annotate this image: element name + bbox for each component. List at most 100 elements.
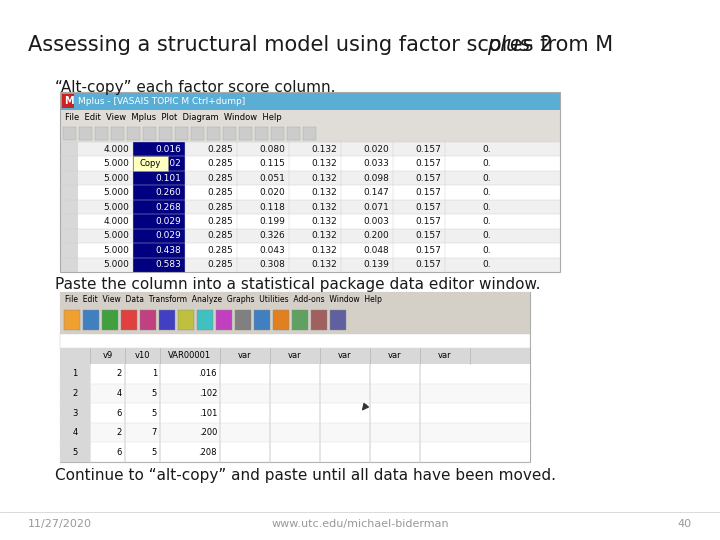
Text: 5: 5 bbox=[73, 448, 78, 457]
Text: 1: 1 bbox=[73, 369, 78, 379]
Bar bbox=[78, 214, 560, 228]
Bar bbox=[60, 383, 530, 403]
Text: 0.: 0. bbox=[482, 159, 491, 168]
Bar bbox=[78, 258, 560, 272]
Bar bbox=[255, 127, 268, 140]
Text: Paste the column into a statistical package data editor window.: Paste the column into a statistical pack… bbox=[55, 277, 541, 292]
Bar bbox=[78, 142, 560, 157]
Bar bbox=[216, 310, 232, 330]
Text: 0.115: 0.115 bbox=[259, 159, 285, 168]
Text: 0.048: 0.048 bbox=[364, 246, 389, 255]
Bar bbox=[271, 127, 284, 140]
Text: 4: 4 bbox=[73, 428, 78, 437]
Text: 6: 6 bbox=[117, 448, 122, 457]
Text: 0.285: 0.285 bbox=[207, 145, 233, 154]
Text: 0.132: 0.132 bbox=[311, 174, 337, 183]
Text: 0.033: 0.033 bbox=[363, 159, 389, 168]
Bar bbox=[95, 127, 108, 140]
Bar bbox=[121, 310, 137, 330]
Text: 0.101: 0.101 bbox=[155, 174, 181, 183]
Text: 0.147: 0.147 bbox=[364, 188, 389, 197]
Text: 0.268: 0.268 bbox=[156, 202, 181, 212]
Text: 0.043: 0.043 bbox=[259, 246, 285, 255]
Text: .101: .101 bbox=[199, 408, 217, 417]
Text: var: var bbox=[238, 352, 252, 361]
Bar bbox=[143, 127, 156, 140]
Text: var: var bbox=[338, 352, 352, 361]
Bar bbox=[60, 403, 90, 423]
Bar bbox=[111, 127, 124, 140]
Text: 0.157: 0.157 bbox=[415, 145, 441, 154]
Text: 0.285: 0.285 bbox=[207, 231, 233, 240]
Bar bbox=[159, 310, 175, 330]
Text: 0.157: 0.157 bbox=[415, 159, 441, 168]
Text: 0.308: 0.308 bbox=[259, 260, 285, 269]
Bar bbox=[175, 127, 188, 140]
Text: 0.139: 0.139 bbox=[363, 260, 389, 269]
Text: .208: .208 bbox=[199, 448, 217, 457]
Text: 0.016: 0.016 bbox=[155, 145, 181, 154]
Text: plus: plus bbox=[487, 35, 531, 55]
Text: 0.285: 0.285 bbox=[207, 246, 233, 255]
Text: 0.: 0. bbox=[482, 217, 491, 226]
Bar bbox=[60, 383, 90, 403]
Text: 0.583: 0.583 bbox=[155, 260, 181, 269]
Text: .016: .016 bbox=[199, 369, 217, 379]
Bar bbox=[330, 310, 346, 330]
Text: 2: 2 bbox=[73, 389, 78, 398]
Bar bbox=[235, 310, 251, 330]
Bar bbox=[60, 92, 560, 272]
Text: 0.080: 0.080 bbox=[259, 145, 285, 154]
Text: 0.029: 0.029 bbox=[156, 217, 181, 226]
Bar bbox=[78, 157, 560, 171]
Bar bbox=[60, 142, 78, 272]
Text: var: var bbox=[288, 352, 302, 361]
Text: 0.285: 0.285 bbox=[207, 174, 233, 183]
Text: 0.029: 0.029 bbox=[156, 231, 181, 240]
Text: .102: .102 bbox=[199, 389, 217, 398]
Bar bbox=[60, 334, 530, 348]
Text: 5.000: 5.000 bbox=[103, 188, 129, 197]
Text: 0.: 0. bbox=[482, 231, 491, 240]
Text: 0.132: 0.132 bbox=[311, 260, 337, 269]
Text: 0.157: 0.157 bbox=[415, 188, 441, 197]
Text: www.utc.edu/michael-biderman: www.utc.edu/michael-biderman bbox=[271, 519, 449, 529]
Bar bbox=[159, 127, 172, 140]
Bar bbox=[133, 214, 185, 228]
Text: v9: v9 bbox=[102, 352, 112, 361]
Text: 0.285: 0.285 bbox=[207, 188, 233, 197]
Bar bbox=[83, 310, 99, 330]
Text: 0.438: 0.438 bbox=[156, 246, 181, 255]
Bar bbox=[62, 94, 74, 108]
Text: 0.: 0. bbox=[482, 202, 491, 212]
Text: 0.118: 0.118 bbox=[259, 202, 285, 212]
Bar bbox=[60, 442, 530, 462]
Text: Copy: Copy bbox=[140, 159, 161, 168]
Bar bbox=[133, 157, 185, 171]
Text: 0.071: 0.071 bbox=[363, 202, 389, 212]
Text: 5: 5 bbox=[152, 389, 157, 398]
Text: 0.: 0. bbox=[482, 188, 491, 197]
Bar bbox=[78, 200, 560, 214]
Text: 3: 3 bbox=[72, 408, 78, 417]
Text: var: var bbox=[388, 352, 402, 361]
Bar bbox=[311, 310, 327, 330]
Bar bbox=[60, 423, 90, 442]
Bar bbox=[287, 127, 300, 140]
Bar bbox=[133, 200, 185, 214]
Text: 0.157: 0.157 bbox=[415, 174, 441, 183]
Bar bbox=[60, 124, 560, 142]
Bar bbox=[78, 243, 560, 258]
Text: 0.157: 0.157 bbox=[415, 246, 441, 255]
Text: 0.132: 0.132 bbox=[311, 202, 337, 212]
Bar bbox=[197, 310, 213, 330]
Text: 0.: 0. bbox=[482, 145, 491, 154]
Text: 4: 4 bbox=[117, 389, 122, 398]
Text: 0.: 0. bbox=[482, 246, 491, 255]
Text: 5.000: 5.000 bbox=[103, 246, 129, 255]
Text: 5: 5 bbox=[152, 448, 157, 457]
Text: 0.102: 0.102 bbox=[156, 159, 181, 168]
Text: “Alt-copy” each factor score column.: “Alt-copy” each factor score column. bbox=[55, 80, 336, 95]
Bar bbox=[133, 185, 185, 200]
Text: 0.020: 0.020 bbox=[364, 145, 389, 154]
